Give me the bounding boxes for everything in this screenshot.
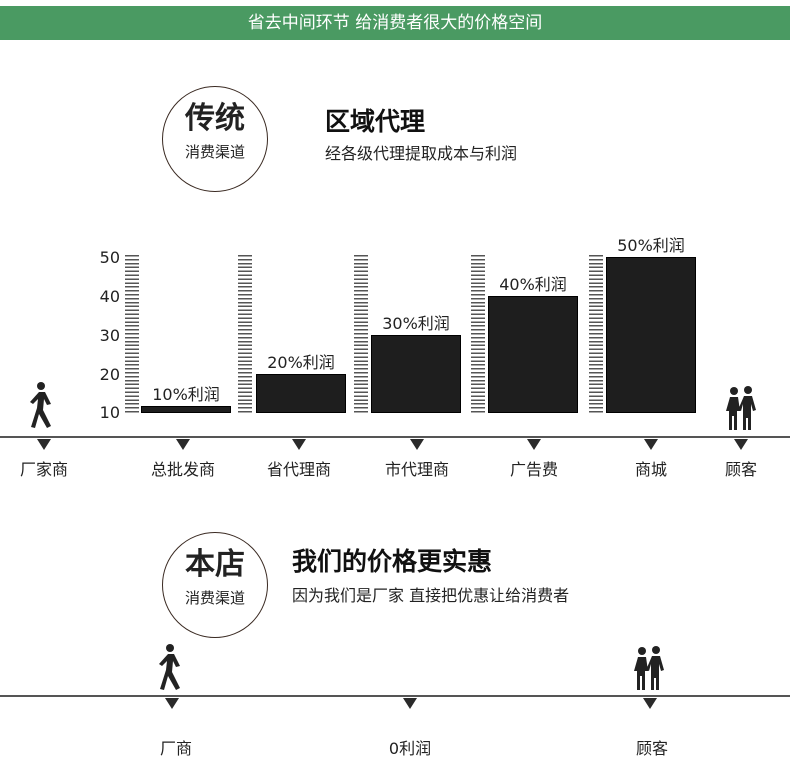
bar — [141, 406, 231, 413]
y-tick: 10 — [99, 403, 120, 422]
category-label: 广告费 — [509, 460, 559, 479]
bar-data-label: 40%利润 — [499, 275, 567, 294]
circle-sub: 消费渠道 — [184, 143, 245, 161]
timeline-marker — [37, 439, 51, 450]
bar-chart: 50 40 30 20 10 10%利润 20%利润 30%利润 40%利润 50%利润 — [99, 236, 696, 422]
ours-subtitle: 因为我们是厂家 直接把优惠让给消费者 — [292, 586, 570, 605]
timeline-marker — [734, 439, 748, 450]
ours-title: 我们的价格更实惠 — [292, 547, 493, 576]
y-tick: 50 — [99, 248, 120, 267]
bar-data-label: 20%利润 — [267, 353, 335, 372]
bar — [256, 374, 346, 413]
y-tick: 20 — [99, 365, 120, 384]
family-icon — [634, 646, 664, 690]
circle-title: 本店 — [185, 547, 245, 582]
bar-data-label: 10%利润 — [152, 385, 220, 404]
timeline-marker — [527, 439, 541, 450]
scale-ruler — [238, 255, 252, 415]
category-label: 商城 — [634, 460, 668, 479]
category-label: 市代理商 — [384, 460, 450, 479]
timeline-label: 顾客 — [724, 460, 758, 479]
y-tick: 40 — [99, 287, 120, 306]
bar-data-label: 50%利润 — [617, 236, 685, 255]
timeline-label: 厂商 — [159, 739, 193, 758]
bar — [371, 335, 461, 413]
bar — [606, 257, 696, 413]
timeline-label: 顾客 — [635, 739, 669, 758]
traditional-circle: 传统 消费渠道 — [162, 86, 268, 192]
category-label: 总批发商 — [150, 460, 216, 479]
timeline-marker — [292, 439, 306, 450]
family-icon — [726, 386, 756, 430]
y-tick: 30 — [99, 326, 120, 345]
timeline-marker — [176, 439, 190, 450]
timeline-label: 厂家商 — [19, 460, 69, 479]
scale-ruler — [354, 255, 368, 415]
circle-title: 传统 — [185, 101, 245, 136]
timeline2-axis — [0, 695, 790, 697]
walking-person-icon — [159, 644, 180, 690]
timeline-marker — [165, 698, 179, 709]
bar-data-label: 30%利润 — [382, 314, 450, 333]
timeline-axis — [0, 436, 790, 438]
timeline-marker — [410, 439, 424, 450]
circle-sub: 消费渠道 — [184, 589, 245, 607]
bar — [488, 296, 578, 413]
walking-person-icon — [30, 382, 51, 428]
timeline-label: 0利润 — [388, 739, 432, 758]
traditional-subtitle: 经各级代理提取成本与利润 — [325, 144, 518, 163]
scale-ruler — [125, 255, 139, 415]
traditional-title: 区域代理 — [325, 107, 426, 136]
scale-ruler — [471, 255, 485, 415]
timeline-marker — [403, 698, 417, 709]
category-label: 省代理商 — [266, 460, 332, 479]
banner: 省去中间环节 给消费者很大的价格空间 — [0, 6, 790, 40]
timeline-marker — [643, 698, 657, 709]
ours-circle: 本店 消费渠道 — [162, 532, 268, 638]
timeline-marker — [644, 439, 658, 450]
scale-ruler — [589, 255, 603, 415]
